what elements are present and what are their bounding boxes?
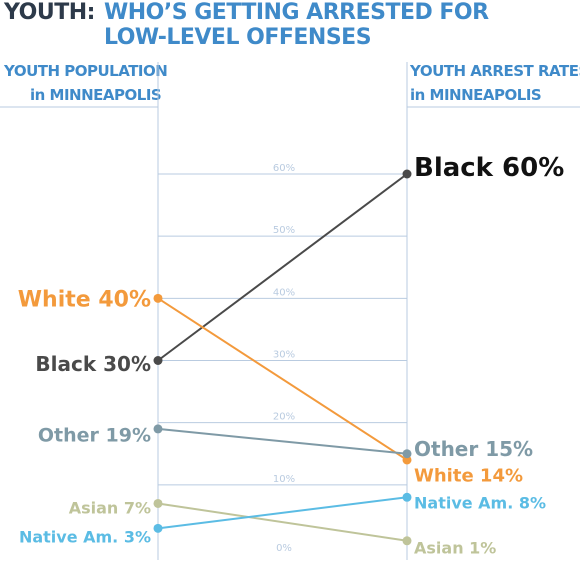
right-label-asian: Asian 1%	[414, 539, 496, 558]
right-axis-heading-line1: YOUTH ARREST RATES	[410, 62, 580, 80]
point-asian-right	[402, 536, 412, 546]
y-tick-label: 30%	[273, 350, 295, 361]
series-line-native-am	[157, 496, 408, 530]
chart-title-line2: LOW-LEVEL OFFENSES	[104, 25, 372, 50]
point-other-right	[402, 449, 412, 459]
gridlines	[158, 173, 407, 486]
point-black-right	[402, 169, 412, 179]
point-black-left	[153, 356, 163, 365]
left-label-native-am: Native Am. 3%	[19, 528, 151, 547]
series-points	[153, 169, 412, 546]
left-label-black: Black 30%	[35, 352, 151, 376]
y-tick-label: 50%	[273, 225, 295, 236]
series-line-black	[157, 173, 408, 362]
series-line-asian	[157, 502, 408, 542]
chart-title-prefix: YOUTH:	[4, 0, 95, 25]
right-label-native-am: Native Am. 8%	[414, 494, 546, 513]
point-other-left	[153, 424, 163, 434]
point-white-right	[402, 455, 412, 465]
chart-title-line1: WHO’S GETTING ARRESTED FOR	[104, 0, 489, 25]
left-label-asian: Asian 7%	[69, 499, 151, 518]
left-label-other: Other 19%	[38, 425, 151, 447]
series-lines	[157, 173, 408, 542]
y-tick-label: 20%	[273, 412, 295, 423]
point-white-left	[153, 293, 163, 303]
right-label-black: Black 60%	[414, 153, 564, 183]
series-line-other	[157, 427, 408, 455]
right-label-other: Other 15%	[414, 437, 533, 461]
point-asian-left	[153, 498, 163, 508]
y-tick-label: 60%	[273, 163, 295, 174]
y-tick-label: 0%	[276, 543, 292, 554]
right-label-white: White 14%	[414, 465, 523, 486]
left-axis-heading-line1: YOUTH POPULATION	[4, 62, 168, 80]
left-axis-heading-line2: in MINNEAPOLIS	[30, 86, 162, 104]
point-native-am-right	[402, 492, 412, 502]
point-native-am-left	[153, 523, 163, 533]
series-line-white	[157, 297, 408, 461]
right-axis-heading-line2: in MINNEAPOLIS	[410, 86, 542, 104]
series-labels: Black 30% Black 60% White 40% White 14% Othe…	[18, 153, 565, 557]
left-label-white: White 40%	[18, 288, 151, 313]
tick-labels: 0% 10% 20% 30% 40% 50% 60%	[273, 163, 295, 554]
y-tick-label: 10%	[273, 474, 295, 485]
y-tick-label: 40%	[273, 287, 295, 298]
